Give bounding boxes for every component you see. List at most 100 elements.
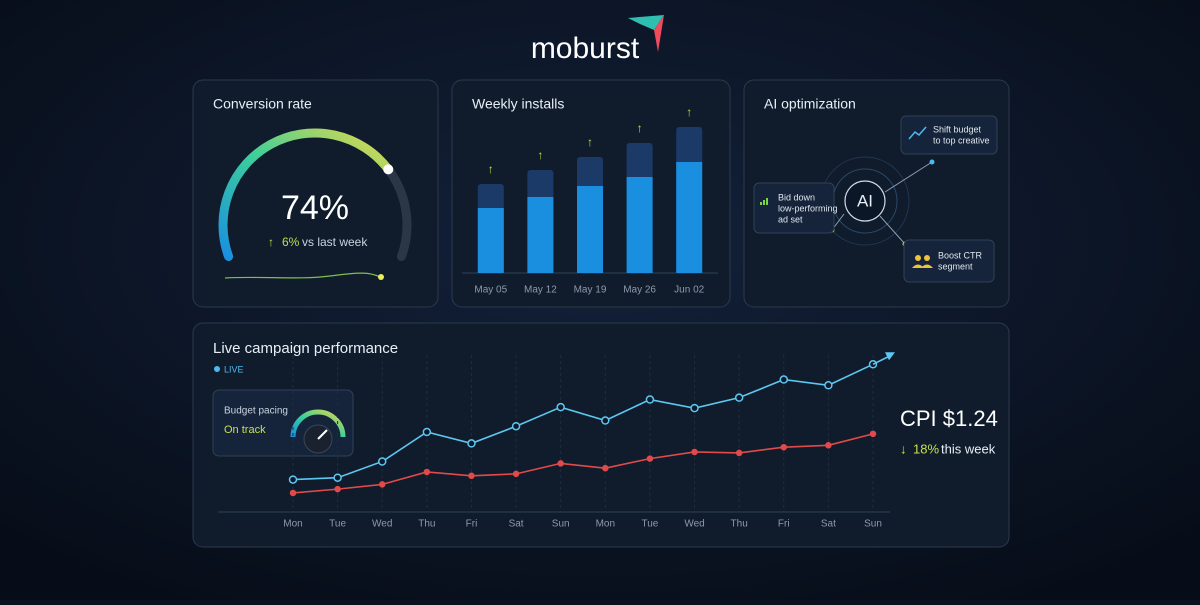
x-tick-label: Mon: [283, 519, 302, 530]
panel-title: Conversion rate: [213, 96, 312, 112]
action-text: Shift budget: [933, 124, 982, 134]
point: [824, 381, 833, 390]
panel: [192, 79, 439, 308]
panel-title: Live campaign performance: [213, 340, 398, 357]
bar-highlight: [477, 208, 504, 273]
arrow: ↑: [268, 235, 274, 249]
gauge-value-arc: [218, 128, 393, 261]
action-text: ad set: [778, 214, 803, 224]
icon: [760, 198, 768, 205]
point: [334, 485, 341, 493]
mini-gauge: [290, 409, 346, 438]
panel-title: AI optimization: [764, 96, 856, 112]
change-text: vs last week: [302, 235, 368, 249]
point: [333, 473, 342, 482]
connector: [884, 161, 933, 193]
x-tick-label: Wed: [684, 519, 704, 530]
series-line: [292, 433, 874, 494]
x-tick-label: Tue: [329, 519, 346, 530]
point: [869, 430, 877, 438]
point: [601, 416, 610, 425]
x-tick-label: May 05: [474, 285, 507, 296]
live-dot: [214, 366, 220, 372]
ai-label: AI: [857, 191, 873, 210]
icon: [912, 264, 933, 268]
x-tick-label: Sun: [864, 519, 882, 530]
arrow: ↓: [900, 441, 907, 456]
arrow-shaft: [872, 354, 892, 366]
bar-highlight: [626, 177, 653, 273]
pacing-title: Budget pacing: [224, 406, 288, 417]
x-tick-label: Thu: [418, 519, 435, 530]
bar-highlight: [676, 162, 703, 273]
gauge-value: 74%: [281, 189, 349, 227]
action-card: [753, 182, 835, 234]
point: [735, 449, 743, 457]
bar-highlight: [527, 197, 554, 273]
point: [825, 442, 832, 449]
x-tick-label: Mon: [596, 519, 615, 530]
point: [288, 475, 298, 484]
icon: [908, 126, 927, 140]
point: [468, 472, 475, 480]
arrow: ↑: [587, 135, 593, 149]
live: LIVE: [224, 364, 244, 374]
arrow: ↑: [686, 105, 692, 119]
action-card: [900, 115, 998, 155]
x-tick-label: Fri: [778, 519, 790, 530]
arrow: ↑: [488, 162, 494, 176]
cpi-change: 18%: [913, 441, 939, 456]
panel: [192, 322, 1010, 548]
action-text: low-performing: [778, 203, 838, 213]
cpi: CPI $1.24: [900, 406, 998, 431]
point: [780, 443, 788, 451]
action-text: Boost CTR: [938, 250, 983, 260]
x-tick-label: Tue: [641, 519, 658, 530]
arrow: ↑: [537, 148, 543, 162]
point: [557, 460, 564, 467]
point: [556, 402, 565, 412]
point: [377, 457, 387, 466]
x-tick-label: May 19: [574, 285, 607, 296]
x-tick-label: May 12: [524, 285, 557, 296]
point: [467, 439, 476, 448]
action-text: segment: [938, 261, 973, 271]
dot: [929, 159, 935, 165]
sparkline: [224, 272, 381, 279]
ai-core: [844, 180, 886, 222]
point: [378, 481, 386, 488]
arrow: ↑: [637, 121, 643, 135]
needle: [317, 429, 328, 440]
point: [645, 395, 655, 404]
logo-icon: [628, 15, 664, 30]
logo: moburst: [531, 32, 640, 65]
gauge-knob: [383, 164, 394, 175]
x-tick-label: Fri: [466, 519, 478, 530]
x-tick-label: May 26: [623, 285, 656, 296]
point: [512, 470, 520, 478]
icon: [915, 255, 921, 261]
icon: [924, 255, 930, 261]
point: [422, 427, 432, 437]
change: 6%: [282, 235, 300, 249]
panel-title: Weekly installs: [472, 96, 564, 112]
logo-icon: [654, 15, 664, 52]
action-card: [903, 239, 995, 283]
point: [779, 375, 789, 384]
point: [423, 468, 431, 476]
x-tick-label: Sun: [552, 519, 570, 530]
point: [602, 464, 609, 472]
pacing-status: On track: [224, 424, 266, 436]
sparkline-dot: [378, 274, 384, 280]
x-tick-label: Wed: [372, 519, 392, 530]
point: [691, 448, 698, 456]
cpi-change-text: this week: [941, 441, 996, 456]
point: [511, 421, 521, 431]
x-tick-label: Thu: [731, 519, 748, 530]
action-text: Bid down: [778, 192, 815, 202]
point: [289, 489, 297, 497]
point: [734, 393, 744, 402]
connector: [879, 215, 906, 245]
